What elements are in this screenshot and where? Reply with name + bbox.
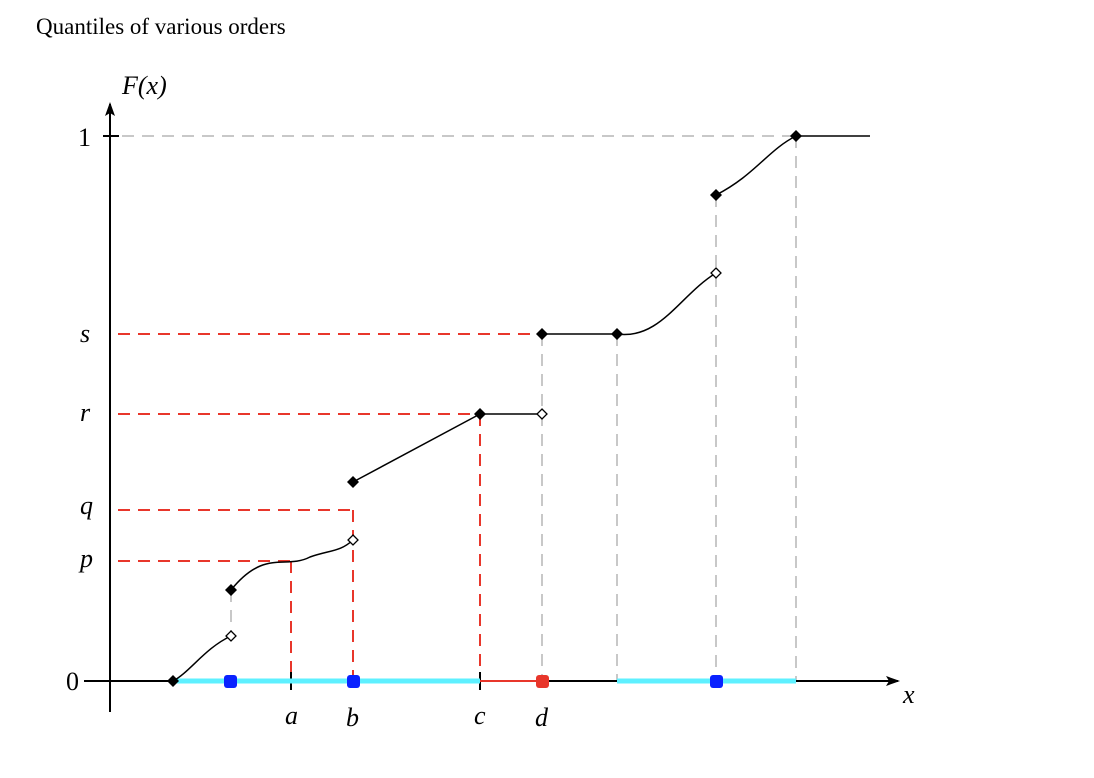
- open-point-jump-2: [347, 534, 359, 546]
- closed-point-jump-4: [710, 189, 722, 201]
- closed-point-flat-end: [611, 328, 623, 340]
- y-axis-label: F(x): [121, 71, 167, 100]
- point-label-a: a: [285, 701, 298, 730]
- point-label-d: d: [535, 703, 549, 732]
- open-points: [225, 267, 722, 642]
- marker-blue-1: [224, 675, 237, 688]
- y-tick-one: 1: [78, 123, 91, 152]
- axis-markers: [224, 675, 723, 688]
- marker-red-d: [536, 675, 549, 688]
- closed-point-jump-3: [536, 328, 548, 340]
- marker-blue-2: [710, 675, 723, 688]
- page-title: Quantiles of various orders: [36, 14, 286, 39]
- level-label-r: r: [80, 398, 91, 427]
- closed-point-jump-1: [225, 584, 237, 596]
- level-label-s: s: [80, 319, 90, 348]
- open-point-jump-3: [536, 408, 548, 420]
- point-label-c: c: [474, 701, 486, 730]
- cdf-segment-1: [172, 635, 232, 682]
- closed-point-start: [167, 675, 179, 687]
- x-axis-label: x: [902, 680, 915, 709]
- closed-point-jump-2: [347, 476, 359, 488]
- gray-guides: [122, 135, 797, 681]
- cdf-segment-7: [715, 135, 797, 196]
- cdf-curve: [172, 135, 870, 682]
- open-point-jump-4: [710, 267, 722, 279]
- y-tick-zero: 0: [66, 667, 79, 696]
- level-label-q: q: [80, 491, 93, 520]
- point-label-b: b: [346, 703, 359, 732]
- level-label-p: p: [78, 544, 93, 573]
- cdf-segment-2: [230, 539, 354, 591]
- closed-point-c: [474, 408, 486, 420]
- closed-points: [167, 130, 802, 687]
- closed-point-max: [790, 130, 802, 142]
- marker-blue-b: [347, 675, 360, 688]
- cdf-segment-3: [352, 413, 481, 483]
- red-guides: [118, 333, 542, 681]
- open-point-jump-1: [225, 630, 237, 642]
- cdf-segment-6: [616, 272, 717, 336]
